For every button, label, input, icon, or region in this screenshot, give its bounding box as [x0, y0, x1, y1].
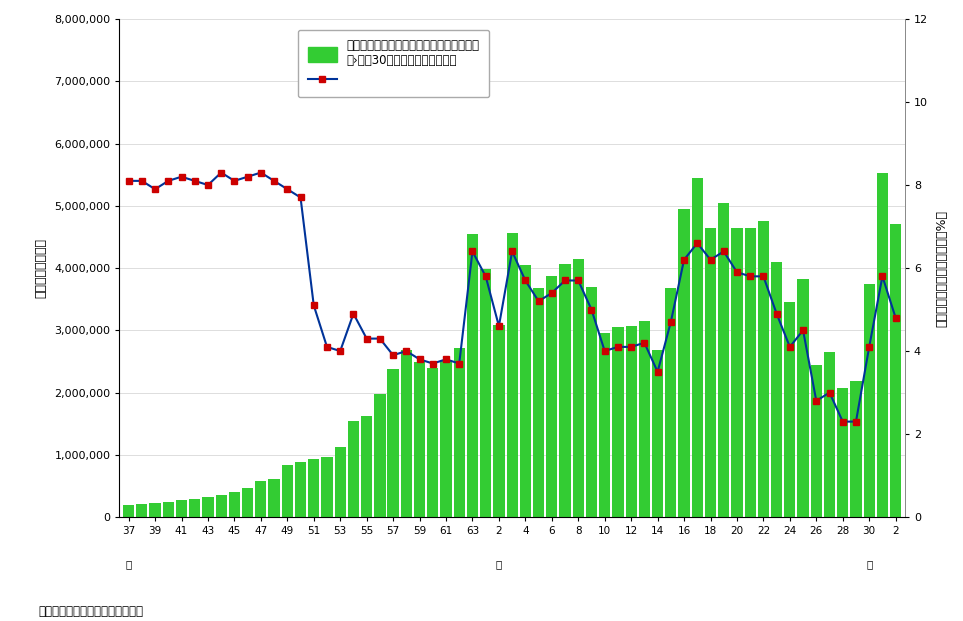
Bar	[507, 232, 518, 517]
Bar	[269, 479, 279, 517]
Bar	[189, 499, 200, 517]
Y-axis label: 一般会計予算に占める割合（%）: 一般会計予算に占める割合（%）	[935, 209, 948, 327]
Bar	[586, 287, 597, 517]
Bar	[626, 326, 637, 517]
Bar	[705, 228, 716, 517]
Bar	[876, 173, 888, 517]
Bar	[824, 352, 835, 517]
Bar	[295, 461, 306, 517]
Bar	[282, 465, 293, 517]
Bar	[481, 270, 491, 517]
Bar	[242, 489, 253, 517]
Bar	[771, 262, 782, 517]
Y-axis label: 予算額（百万円）: 予算額（百万円）	[35, 238, 47, 298]
Bar	[837, 388, 848, 517]
Bar	[322, 456, 332, 517]
Bar	[440, 361, 452, 517]
Bar	[361, 416, 373, 517]
Bar	[533, 288, 544, 517]
Bar	[652, 350, 664, 517]
Bar	[520, 265, 531, 517]
Bar	[546, 276, 558, 517]
Bar	[163, 502, 174, 517]
Bar	[375, 394, 385, 517]
Bar	[216, 495, 227, 517]
Bar	[493, 325, 505, 517]
Bar	[454, 348, 465, 517]
Bar	[758, 220, 769, 517]
Bar	[797, 279, 809, 517]
Text: 昭: 昭	[125, 559, 132, 569]
Bar	[428, 368, 438, 517]
Bar	[665, 288, 676, 517]
Text: 令: 令	[866, 559, 872, 569]
Text: 平: 平	[496, 559, 502, 569]
Bar	[599, 333, 611, 517]
Bar	[414, 362, 426, 517]
Bar	[638, 321, 650, 517]
Bar	[890, 224, 901, 517]
Text: 出典：各省庁資料より内閣府作成: 出典：各省庁資料より内閣府作成	[39, 605, 143, 618]
Bar	[850, 381, 862, 517]
Bar	[467, 233, 478, 517]
Bar	[123, 505, 134, 517]
Bar	[678, 209, 690, 517]
Bar	[401, 350, 412, 517]
Bar	[308, 458, 320, 517]
Bar	[255, 481, 267, 517]
Bar	[334, 446, 346, 517]
Bar	[149, 504, 161, 517]
Bar	[612, 327, 624, 517]
Bar	[348, 420, 359, 517]
Bar	[202, 497, 214, 517]
Bar	[136, 504, 147, 517]
Bar	[573, 259, 584, 517]
Bar	[176, 501, 187, 517]
Bar	[718, 203, 729, 517]
Bar	[229, 492, 240, 517]
Bar	[731, 227, 742, 517]
Bar	[784, 302, 795, 517]
Bar	[744, 228, 756, 517]
Bar	[811, 365, 821, 517]
Legend: 防災関係予算合計予算額（補正後予算額）
（›平成30年度は当初予算のみ）, : 防災関係予算合計予算額（補正後予算額） （›平成30年度は当初予算のみ）,	[299, 30, 489, 97]
Bar	[387, 369, 399, 517]
Bar	[691, 178, 703, 517]
Bar	[560, 265, 571, 517]
Bar	[864, 284, 874, 517]
